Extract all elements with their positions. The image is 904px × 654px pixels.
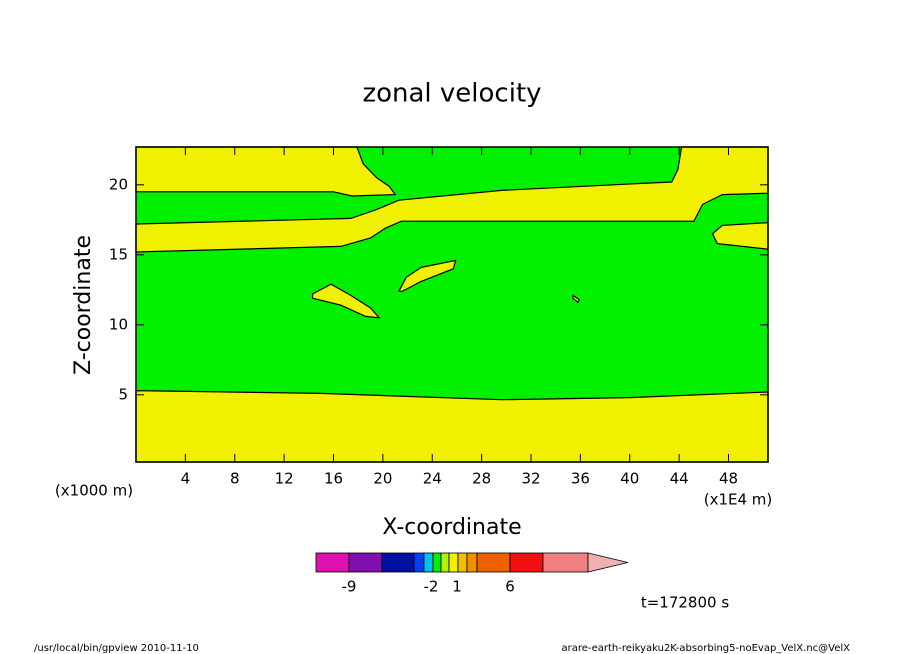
x-unit: (x1E4 m) xyxy=(704,491,773,509)
contour-region xyxy=(397,259,457,292)
colorbar-segment xyxy=(413,552,425,573)
colorbar-extension xyxy=(587,552,629,573)
x-tick-label: 36 xyxy=(571,470,590,488)
contour-region xyxy=(311,283,381,319)
contour-region xyxy=(135,146,397,197)
contour-region xyxy=(572,294,580,304)
x-tick-label: 20 xyxy=(373,470,392,488)
colorbar-segment xyxy=(348,552,383,573)
y-tick-label: 10 xyxy=(109,315,128,333)
x-tick-label: 28 xyxy=(472,470,491,488)
colorbar-segment xyxy=(423,552,434,573)
colorbar-segment xyxy=(509,552,544,573)
contour-region xyxy=(135,389,769,463)
colorbar-tick-label: -2 xyxy=(424,578,439,596)
colorbar-tick-label: 6 xyxy=(505,578,515,596)
x-tick-label: 16 xyxy=(324,470,343,488)
colorbar-segment xyxy=(315,552,350,573)
x-tick-label: 44 xyxy=(670,470,689,488)
colorbar-segment xyxy=(381,552,415,573)
colorbar-segment xyxy=(466,552,478,573)
footer-left: /usr/local/bin/gpview 2010-11-10 xyxy=(34,643,199,654)
time-label: t=172800 s xyxy=(641,594,729,612)
y-axis-label: Z-coordinate xyxy=(71,235,96,375)
y-tick-label: 20 xyxy=(109,175,128,193)
y-tick-label: 5 xyxy=(118,385,128,403)
colorbar-tick-label: 1 xyxy=(452,578,462,596)
chart-title: zonal velocity xyxy=(362,79,541,109)
x-tick-label: 40 xyxy=(620,470,639,488)
colorbar-segment xyxy=(457,552,468,573)
x-tick-label: 8 xyxy=(230,470,240,488)
colorbar-segment xyxy=(432,552,442,573)
x-tick-label: 4 xyxy=(181,470,191,488)
colorbar-segment xyxy=(448,552,459,573)
plot-frame xyxy=(135,146,769,463)
x-tick-label: 32 xyxy=(521,470,540,488)
x-tick-label: 48 xyxy=(719,470,738,488)
x-tick-label: 24 xyxy=(423,470,442,488)
y-unit: (x1000 m) xyxy=(55,482,133,500)
x-tick-label: 12 xyxy=(275,470,294,488)
colorbar-segment xyxy=(440,552,450,573)
footer-right: arare-earth-reikyaku2K-absorbing5-noEvap… xyxy=(562,643,851,654)
y-tick-label: 15 xyxy=(109,245,128,263)
colorbar-segment xyxy=(476,552,511,573)
x-axis-label: X-coordinate xyxy=(382,515,521,540)
colorbar-segment xyxy=(542,552,589,573)
colorbar-tick-label: -9 xyxy=(342,578,357,596)
